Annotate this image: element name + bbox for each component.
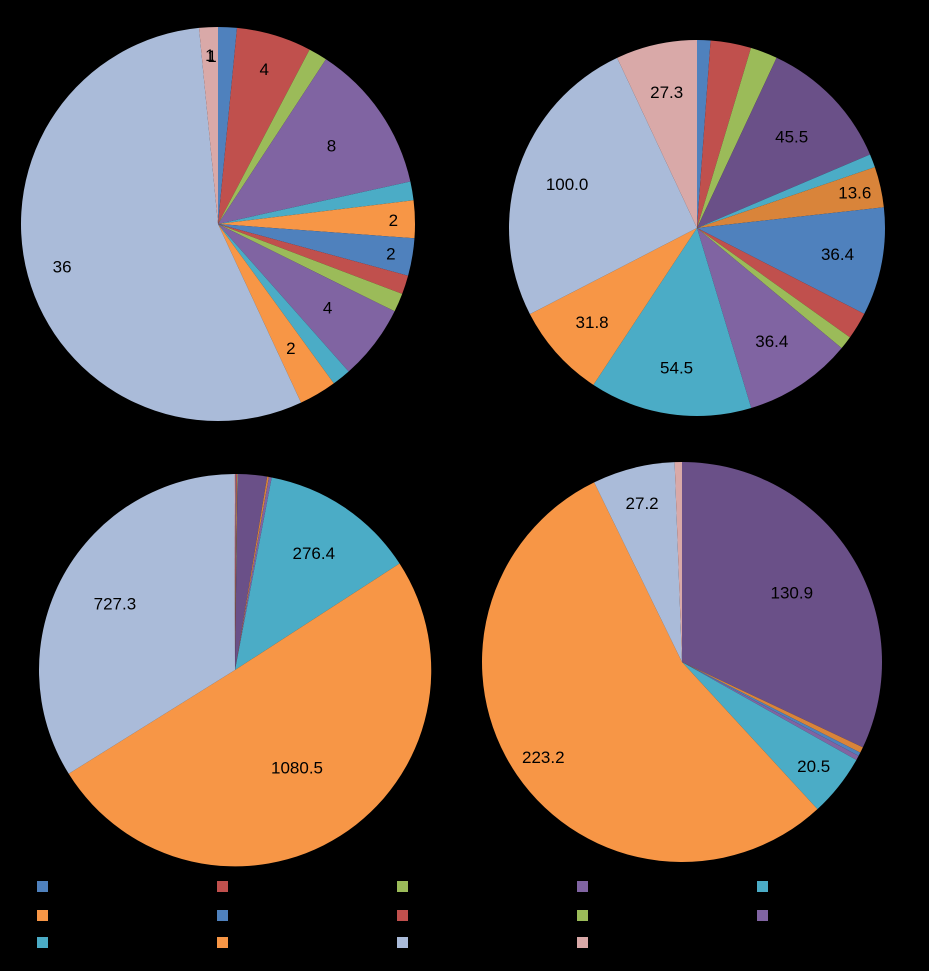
pie-slice: [235, 473, 236, 670]
slice-data-label: 2: [386, 245, 395, 264]
legend-swatch: [37, 937, 48, 948]
pie-slice: [697, 40, 751, 228]
legend-swatch: [577, 937, 588, 948]
pie-slice: [509, 57, 697, 315]
pie-slice: [697, 207, 885, 314]
pie-chart-bottom-right: 130.9 20.5 223.2 27.2: [482, 462, 883, 862]
pie-slice: [617, 40, 697, 228]
pie-slice: [482, 482, 818, 862]
pie-slice: [218, 224, 415, 276]
slice-data-label: 276.4: [293, 544, 336, 563]
pie-slice: [218, 27, 310, 225]
legend-swatch: [217, 937, 228, 948]
slice-data-label: 27.3: [650, 83, 683, 102]
slice-data-label: 100.0: [546, 175, 589, 194]
pie-slice: [218, 224, 409, 294]
pie-slice: [235, 476, 272, 670]
legend-swatch: [757, 881, 768, 892]
pie-slice: [234, 473, 235, 670]
slice-data-label: 45.5: [775, 128, 808, 147]
slice-data-label: 1: [205, 46, 214, 65]
pie-slice: [697, 57, 871, 228]
slice-data-label: 2: [389, 211, 398, 230]
pie-slice: [697, 228, 850, 349]
slice-data-label: 727.3: [94, 595, 137, 614]
pie-slice: [218, 224, 395, 372]
slice-data-label: 13.6: [838, 184, 871, 203]
legend-swatch: [577, 910, 588, 921]
slice-data-label: 36.4: [821, 245, 854, 264]
legend-swatch: [397, 881, 408, 892]
pie-slice: [20, 27, 302, 422]
slice-data-label: 223.2: [522, 748, 565, 767]
slice-data-label: 36: [53, 257, 72, 276]
pie-slice: [235, 474, 238, 670]
pie-slice: [218, 59, 411, 224]
pie-slice: [218, 224, 334, 403]
pie-slice: [697, 167, 884, 228]
legend-swatch: [577, 881, 588, 892]
pie-slice: [218, 224, 349, 384]
slice-data-label: 4: [259, 60, 268, 79]
slice-data-label: 54.5: [660, 359, 693, 378]
pie-chart-top-right: 45.5 13.6 36.4 36.4 54.5 31.8 100.0 27.3: [509, 40, 885, 417]
pie-slice: [529, 228, 697, 385]
pie-slice: [198, 27, 218, 224]
pie-slice: [697, 228, 842, 409]
pie-slice: [218, 49, 326, 224]
pie-slice: [235, 474, 268, 670]
pie-slice: [682, 662, 857, 810]
pie-slice: [594, 462, 682, 662]
slice-data-label: 130.9: [771, 583, 814, 602]
legend-swatch: [217, 910, 228, 921]
pie-chart-bottom-left: 276.4 1080.5 727.3: [39, 473, 432, 867]
pie-slice: [235, 474, 238, 670]
legend: [37, 881, 768, 948]
slice-data-label: 31.8: [576, 313, 609, 332]
slice-data-label: 8: [327, 137, 336, 156]
pie-slice: [218, 181, 414, 224]
legend-swatch: [37, 881, 48, 892]
legend-swatch: [757, 910, 768, 921]
pie-slice: [68, 563, 432, 867]
pie-slice: [682, 462, 883, 748]
pie-slice: [218, 200, 415, 239]
slice-data-label: 1080.5: [271, 759, 323, 778]
legend-swatch: [37, 910, 48, 921]
pie-slice: [697, 228, 865, 338]
pie-slice: [593, 228, 752, 417]
pie-slice: [682, 662, 861, 756]
slice-data-label: 27.2: [626, 494, 659, 513]
legend-swatch: [397, 910, 408, 921]
slice-data-label: 20.5: [797, 757, 830, 776]
pie-slice: [697, 47, 777, 229]
slice-data-label: 2: [286, 339, 295, 358]
pie-slice: [235, 477, 400, 670]
pie-slice: [697, 40, 711, 228]
slice-data-label: 1: [207, 47, 216, 66]
slice-data-label: 36.4: [755, 332, 788, 351]
pie-slice: [218, 224, 403, 312]
pie-slice: [235, 476, 269, 670]
pie-slice: [697, 154, 875, 228]
pie-slice: [682, 662, 863, 753]
pie-slice: [39, 474, 236, 774]
pie-slice: [218, 27, 238, 224]
pie-slice: [674, 462, 682, 662]
pie-slice: [682, 662, 859, 760]
slice-data-label: 4: [323, 299, 332, 318]
legend-swatch: [397, 937, 408, 948]
legend-swatch: [217, 881, 228, 892]
